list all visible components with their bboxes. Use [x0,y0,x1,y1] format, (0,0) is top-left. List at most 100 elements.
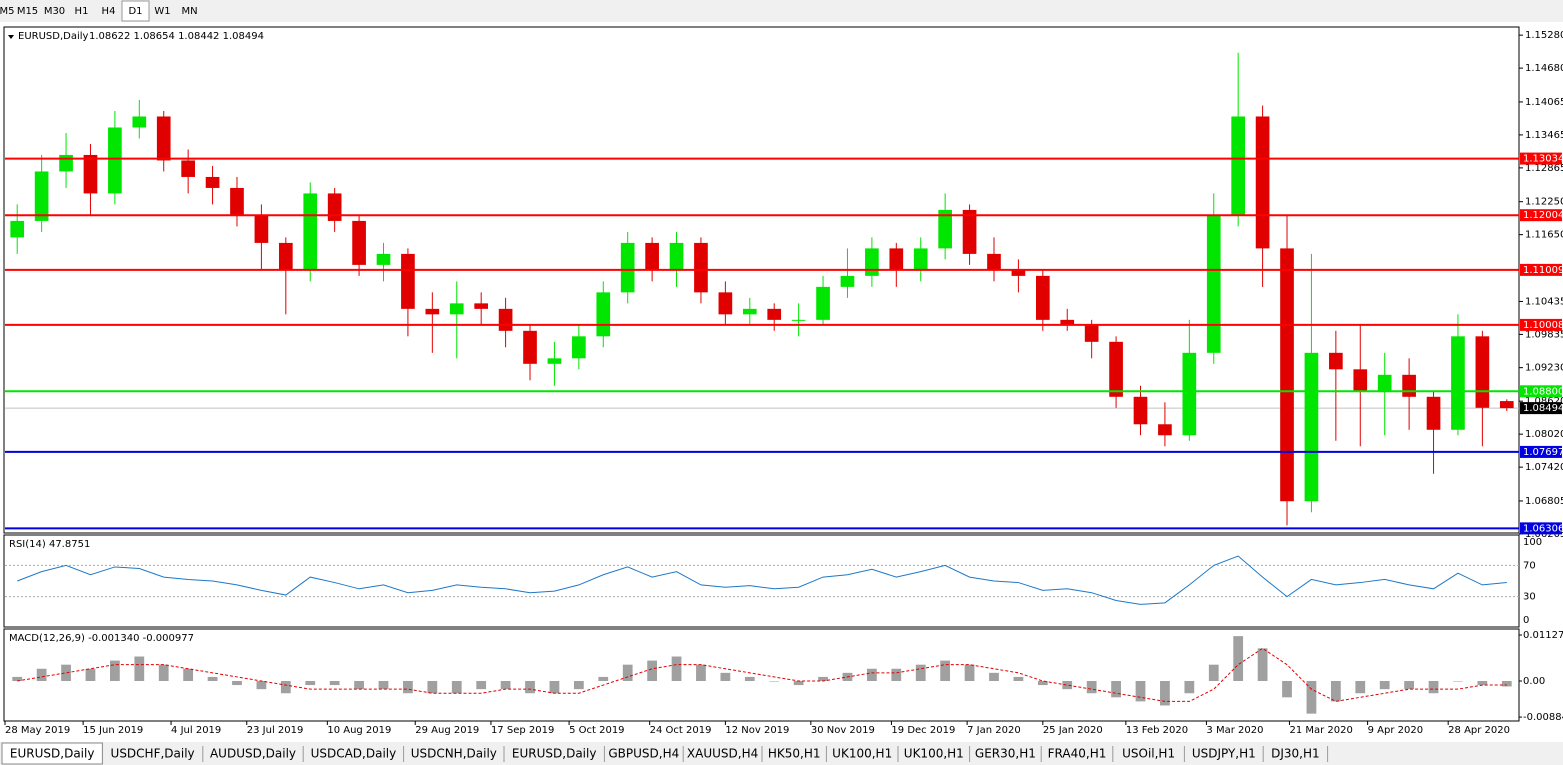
candle-body [1426,396,1441,430]
macd-bar [207,676,218,681]
candle-body [987,253,1001,271]
rsi-tick-label: 30 [1523,592,1536,603]
level-label-box [1520,445,1562,458]
macd-bar [1062,680,1073,690]
tab[interactable]: EURUSD,Daily [512,747,597,761]
macd-bar [1428,680,1439,694]
tab[interactable]: USDJPY,H1 [1192,747,1256,761]
macd-bar [1135,680,1146,702]
level-label: 1.06306 [1523,523,1563,534]
timeframe-button[interactable]: W1 [154,6,170,17]
candle-body [1060,319,1075,326]
candle-body [767,308,782,320]
macd-bar [525,680,535,694]
macd-bar [354,680,364,690]
macd-bar [622,664,633,681]
tab[interactable]: USDCHF,Daily [111,747,195,761]
candle-body [10,220,25,238]
macd-bar [232,680,242,686]
candle-body [1158,424,1172,436]
x-tick-label: 24 Oct 2019 [650,725,712,736]
tab[interactable]: GBPUSD,H4 [608,747,679,761]
macd-bar [696,664,706,681]
rsi-title: RSI(14) 47.8751 [9,539,90,550]
macd-bar [1379,680,1390,690]
macd-bar [451,680,462,694]
candle-body [352,220,366,265]
level-label: 1.08800 [1523,386,1563,397]
tab[interactable]: UK100,H1 [904,747,964,761]
macd-bar [110,660,120,681]
macd-bar [158,664,169,681]
tab[interactable]: HK50,H1 [768,747,821,761]
tab[interactable]: AUDUSD,Daily [210,747,296,761]
y-tick-label: 1.07420 [1525,462,1563,473]
tab[interactable]: XAUUSD,H4 [687,747,758,761]
x-tick-label: 10 Aug 2019 [327,725,391,736]
y-tick-label: 1.12865 [1525,163,1563,174]
macd-bar [1013,676,1024,681]
tab[interactable]: FRA40,H1 [1048,747,1107,761]
x-tick-label: 3 Mar 2020 [1206,725,1263,736]
tab[interactable]: USDCAD,Daily [311,747,397,761]
candle-body [865,248,879,276]
x-tick-label: 9 Apr 2020 [1368,725,1423,736]
x-tick-label: 5 Oct 2019 [569,725,624,736]
x-tick-label: 21 Mar 2020 [1289,725,1352,736]
candle-body [254,215,269,243]
timeframe-button[interactable]: M5 [0,6,15,17]
macd-bar [1233,636,1244,681]
x-tick-label: 28 May 2019 [5,725,70,736]
candle-body [596,292,611,337]
tab[interactable]: EURUSD,Daily [10,747,95,761]
x-tick-label: 17 Sep 2019 [491,725,554,736]
level-label-box [1520,263,1562,276]
level-label: 1.10008 [1523,320,1563,331]
candle-body [1084,325,1099,342]
tab[interactable]: DJ30,H1 [1271,747,1320,761]
x-tick-label: 29 Aug 2019 [415,725,479,736]
candle-body [572,336,586,359]
candle-body [938,209,952,249]
candle-body [1109,341,1123,397]
macd-signal [17,647,1507,702]
candle-body [1231,116,1246,216]
timeframe-button[interactable]: MN [181,6,197,17]
timeframe-button[interactable]: H1 [75,6,89,17]
tab[interactable]: UK100,H1 [832,747,892,761]
candle-body [1402,374,1416,397]
x-tick-label: 23 Jul 2019 [247,725,304,736]
macd-bar [940,660,951,681]
timeframe-button[interactable]: M15 [17,6,38,17]
timeframe-button[interactable]: M30 [44,6,65,17]
y-tick-label: 1.12250 [1525,197,1563,208]
y-tick-label: 1.15280 [1525,30,1563,41]
candle-body [694,242,708,293]
macd-bar [305,680,316,686]
macd-bar [1282,680,1292,698]
candle-body [34,171,49,221]
y-tick-label: 1.11650 [1525,230,1563,241]
y-tick-label: 1.10435 [1525,296,1563,307]
tab[interactable]: GER30,H1 [975,747,1036,761]
toolbar [0,0,1563,22]
y-tick-label: 1.09230 [1525,363,1563,374]
candle-body [1475,336,1490,408]
tab[interactable]: USDCNH,Daily [411,747,497,761]
rsi-tick-label: 70 [1523,560,1536,571]
level-label: 1.12004 [1523,210,1563,221]
timeframe-button[interactable]: D1 [128,6,142,17]
y-tick-label: 1.09835 [1525,329,1563,340]
x-tick-label: 12 Nov 2019 [725,725,789,736]
tab[interactable]: USOil,H1 [1122,747,1175,761]
y-tick-label: 1.14065 [1525,97,1563,108]
level-label: 1.11009 [1523,265,1563,276]
macd-bar [1160,680,1170,706]
candle-body [278,242,293,271]
y-tick-label: 1.14680 [1525,63,1563,74]
y-tick-label: 1.06805 [1525,496,1563,507]
current-price-label: 1.08494 [1523,403,1563,414]
macd-bar [36,668,47,681]
timeframe-button[interactable]: H4 [102,6,116,17]
macd-bar [769,680,780,682]
